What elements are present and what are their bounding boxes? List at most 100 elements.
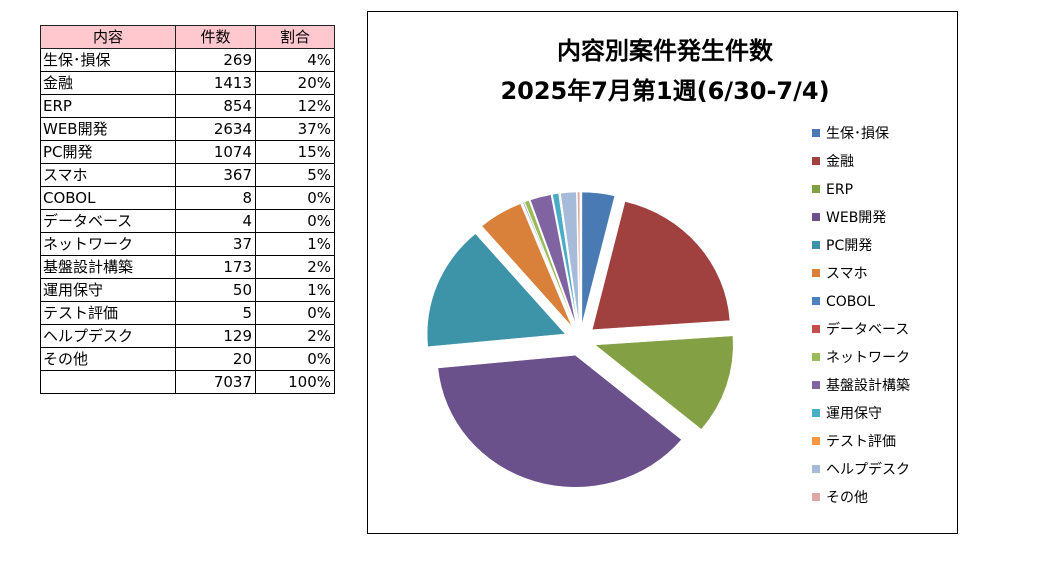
legend-swatch [812, 381, 820, 389]
pie-slice [577, 191, 581, 325]
header-ratio: 割合 [255, 25, 335, 49]
chart-area: 内容別案件発生件数 2025年7月第1週(6/30-7/4) 生保･損保 金融 ER… [367, 11, 958, 534]
pie-slices [426, 191, 734, 488]
row-count: 129 [175, 324, 256, 348]
legend-swatch [812, 157, 820, 165]
row-category: ネットワーク [40, 232, 176, 256]
row-category: スマホ [40, 163, 176, 187]
row-count: 4 [175, 209, 256, 233]
data-table: 内容 件数 割合 生保･損保 269 4% 金融 1413 20% ERP 854 12% WEB… [40, 25, 335, 394]
legend-swatch [812, 493, 820, 501]
table-row: ヘルプデスク 129 2% [40, 324, 335, 348]
row-category: 基盤設計構築 [40, 255, 176, 279]
pie-slice [560, 191, 580, 325]
row-count: 2634 [175, 117, 256, 141]
row-ratio: 0% [255, 347, 335, 371]
table-row: ネットワーク 37 1% [40, 232, 335, 256]
row-category: その他 [40, 347, 176, 371]
header-category: 内容 [40, 25, 176, 49]
legend-label: 運用保守 [826, 406, 882, 422]
table-row: テスト評価 5 0% [40, 301, 335, 325]
header-count: 件数 [175, 25, 256, 49]
row-count: 50 [175, 278, 256, 302]
table-row: WEB開発 2634 37% [40, 117, 335, 141]
table-row: その他 20 0% [40, 347, 335, 371]
total-ratio: 100% [255, 370, 335, 394]
chart-title-line-1: 内容別案件発生件数 [557, 37, 774, 65]
row-ratio: 12% [255, 94, 335, 118]
pie-slice [591, 201, 731, 330]
row-category: 運用保守 [40, 278, 176, 302]
row-count: 5 [175, 301, 256, 325]
row-ratio: 0% [255, 301, 335, 325]
row-category: 金融 [40, 71, 176, 95]
legend-label: テスト評価 [826, 434, 896, 450]
row-count: 1074 [175, 140, 256, 164]
pie-slice [581, 191, 616, 325]
row-category: ERP [40, 94, 176, 118]
row-count: 173 [175, 255, 256, 279]
table-row: COBOL 8 0% [40, 186, 335, 210]
legend-label: COBOL [826, 294, 875, 310]
total-row: 7037 100% [40, 370, 335, 394]
row-ratio: 5% [255, 163, 335, 187]
pie-slice [481, 203, 572, 327]
legend-label: PC開発 [826, 238, 872, 254]
row-ratio: 0% [255, 209, 335, 233]
row-ratio: 1% [255, 278, 335, 302]
pie-slice [524, 200, 575, 326]
legend-swatch [812, 297, 820, 305]
table-row: 生保･損保 269 4% [40, 48, 335, 72]
legend-swatch [812, 185, 820, 193]
table-row: スマホ 367 5% [40, 163, 335, 187]
table-row: 運用保守 50 1% [40, 278, 335, 302]
row-ratio: 0% [255, 186, 335, 210]
legend-label: スマホ [826, 266, 868, 282]
row-category: テスト評価 [40, 301, 176, 325]
legend-label: WEB開発 [826, 210, 886, 226]
row-count: 1413 [175, 71, 256, 95]
legend-swatch [812, 213, 820, 221]
row-count: 8 [175, 186, 256, 210]
legend-swatch [812, 241, 820, 249]
pie-slice [594, 335, 734, 430]
legend-swatch [812, 325, 820, 333]
total-count: 7037 [175, 370, 256, 394]
legend-label: ヘルプデスク [826, 461, 910, 478]
legend-swatch [812, 269, 820, 277]
legend-swatch [812, 437, 820, 445]
row-ratio: 2% [255, 255, 335, 279]
table-body: 生保･損保 269 4% 金融 1413 20% ERP 854 12% WEB開発 2634 37%… [40, 48, 335, 371]
chart-title-line-2: 2025年7月第1週(6/30-7/4) [500, 77, 829, 105]
row-count: 20 [175, 347, 256, 371]
pie-slice [552, 193, 578, 325]
row-category: COBOL [40, 186, 176, 210]
row-count: 269 [175, 48, 256, 72]
legend-swatch [812, 129, 820, 137]
pie-slice [529, 194, 577, 325]
row-ratio: 15% [255, 140, 335, 164]
legend-swatch [812, 465, 820, 473]
row-category: ヘルプデスク [40, 324, 176, 348]
table-header-row: 内容 件数 割合 [40, 25, 335, 49]
row-ratio: 20% [255, 71, 335, 95]
row-ratio: 37% [255, 117, 335, 141]
pie-slice [558, 193, 579, 325]
legend-swatch [812, 409, 820, 417]
legend-label: 金融 [826, 154, 854, 170]
table-row: 基盤設計構築 173 2% [40, 255, 335, 279]
legend-swatch [812, 353, 820, 361]
legend-label: データベース [826, 321, 909, 338]
pie-slice [426, 233, 566, 347]
row-ratio: 2% [255, 324, 335, 348]
row-category: データベース [40, 209, 176, 233]
row-count: 367 [175, 163, 256, 187]
pie-slice [523, 201, 575, 326]
row-category: WEB開発 [40, 117, 176, 141]
table-row: 金融 1413 20% [40, 71, 335, 95]
legend-label: 基盤設計構築 [826, 377, 910, 394]
row-ratio: 4% [255, 48, 335, 72]
legend-label: その他 [826, 490, 868, 506]
